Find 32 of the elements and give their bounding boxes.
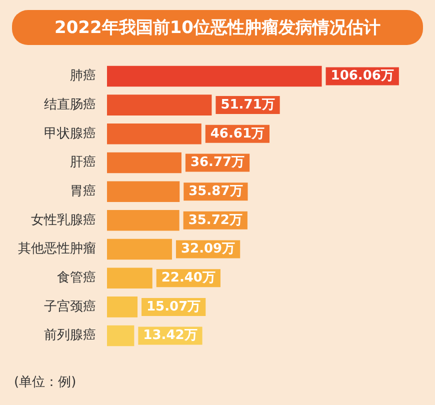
data-label: 51.71万	[220, 97, 275, 112]
bar	[107, 124, 202, 144]
bar	[107, 210, 180, 231]
bar	[107, 66, 322, 87]
data-label: 46.61万	[210, 126, 265, 142]
data-label: 35.72万	[188, 212, 242, 228]
text: (单位：例)	[14, 374, 76, 391]
y-tick-label: 女性乳腺癌	[31, 212, 96, 228]
bar	[107, 152, 182, 174]
data-label: 35.87万	[188, 184, 243, 199]
y-tick-label: 食管癌	[57, 270, 96, 286]
bar	[107, 296, 138, 318]
bar	[107, 268, 152, 288]
data-label: 15.07万	[146, 299, 201, 314]
bar	[107, 238, 172, 260]
data-label: 36.77万	[190, 155, 245, 170]
y-tick-label: 结直肠癌	[44, 97, 96, 112]
bar	[107, 325, 134, 346]
y-tick-label: 肺癌	[70, 68, 96, 84]
y-tick-label: 肝癌	[70, 155, 96, 170]
bar	[107, 94, 212, 116]
bar	[107, 181, 180, 202]
y-tick-label: 其他恶性肿瘤	[18, 240, 96, 257]
data-label: 22.40万	[161, 270, 216, 286]
data-label: 13.42万	[143, 328, 198, 344]
y-tick-label: 甲状腺癌	[44, 126, 96, 142]
y-tick-label: 子宫颈癌	[44, 298, 96, 314]
y-tick-label: 胃癌	[70, 184, 96, 199]
data-label: 106.06万	[330, 68, 394, 84]
chart-title: 2022年我国前10位恶性肿瘤发病情况估计	[12, 10, 423, 45]
y-tick-label: 前列腺癌	[44, 328, 96, 344]
data-label: 32.09万	[180, 242, 236, 257]
